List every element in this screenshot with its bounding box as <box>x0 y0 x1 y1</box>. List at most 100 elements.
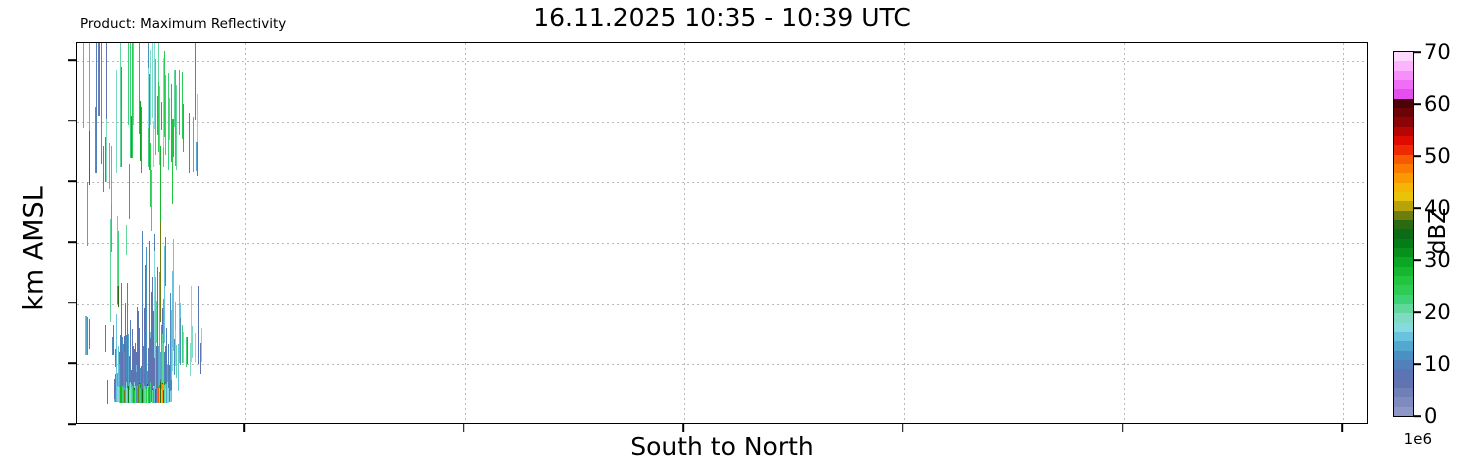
colorbar-segment <box>1394 368 1413 379</box>
y-axis-tick <box>68 241 76 243</box>
y-axis-tick <box>68 423 76 425</box>
colorbar-segment <box>1394 331 1413 342</box>
reflectivity-cell <box>117 215 119 286</box>
reflectivity-cell <box>167 343 169 403</box>
x-axis-label: South to North <box>630 432 814 461</box>
reflectivity-cell <box>199 343 201 374</box>
colorbar-segment <box>1394 163 1413 174</box>
reflectivity-cell <box>150 292 152 386</box>
reflectivity-cell <box>132 361 134 403</box>
reflectivity-cell <box>165 346 167 403</box>
reflectivity-cell <box>152 120 154 167</box>
reflectivity-cell <box>105 324 107 353</box>
reflectivity-cell <box>168 98 170 141</box>
reflectivity-cell <box>179 284 181 363</box>
reflectivity-cell <box>152 311 154 386</box>
reflectivity-cell <box>174 69 176 166</box>
colorbar-segment <box>1394 396 1413 407</box>
reflectivity-cell <box>159 85 161 166</box>
reflectivity-cell <box>130 115 132 159</box>
reflectivity-cell <box>96 43 98 174</box>
reflectivity-cell <box>160 388 162 404</box>
reflectivity-cell <box>168 378 170 403</box>
colorbar-segment <box>1394 60 1413 71</box>
reflectivity-cell <box>125 224 127 256</box>
reflectivity-cell <box>164 352 166 403</box>
reflectivity-cell <box>166 364 168 403</box>
reflectivity-cell <box>110 146 112 204</box>
reflectivity-cell <box>120 283 122 386</box>
colorbar-tick <box>1414 259 1421 261</box>
reflectivity-cell <box>169 389 171 403</box>
reflectivity-cell <box>148 91 150 168</box>
reflectivity-cell <box>131 383 133 404</box>
reflectivity-cell <box>113 324 115 356</box>
colorbar-tick-label: 60 <box>1424 92 1451 116</box>
reflectivity-cell <box>159 352 161 403</box>
reflectivity-cell <box>125 335 127 403</box>
reflectivity-cell <box>154 43 156 129</box>
reflectivity-cell <box>106 118 108 183</box>
reflectivity-cell <box>145 264 147 386</box>
reflectivity-cell <box>139 327 141 403</box>
reflectivity-cell <box>169 365 171 403</box>
colorbar-segment <box>1394 69 1413 80</box>
reflectivity-cell <box>164 245 166 344</box>
reflectivity-cell <box>149 240 151 386</box>
reflectivity-cell <box>180 317 182 365</box>
reflectivity-cell <box>173 69 175 128</box>
reflectivity-cell <box>133 350 135 386</box>
reflectivity-cell <box>127 43 129 125</box>
reflectivity-cell <box>147 348 149 386</box>
reflectivity-cell <box>165 237 167 286</box>
reflectivity-cell <box>172 271 174 348</box>
reflectivity-cell <box>193 116 195 173</box>
reflectivity-cell <box>123 351 125 386</box>
colorbar-segment <box>1394 107 1413 118</box>
y-axis-tick <box>68 120 76 122</box>
reflectivity-cell <box>89 43 91 131</box>
colorbar-tick-label: 20 <box>1424 300 1451 324</box>
reflectivity-cell <box>118 230 120 286</box>
reflectivity-cell <box>176 344 178 378</box>
reflectivity-cell <box>120 334 122 386</box>
colorbar-segment <box>1394 88 1413 99</box>
colorbar-segment <box>1394 237 1413 248</box>
reflectivity-cell <box>157 266 159 386</box>
colorbar-segment <box>1394 209 1413 220</box>
reflectivity-cell <box>141 106 143 174</box>
reflectivity-cell <box>171 118 173 204</box>
colorbar-unit-label: dBZ <box>1425 207 1451 255</box>
colorbar-segment <box>1394 116 1413 127</box>
chart-title: 16.11.2025 10:35 - 10:39 UTC <box>533 3 911 32</box>
reflectivity-cell <box>149 143 151 207</box>
reflectivity-cell <box>167 73 169 171</box>
plot-area <box>76 42 1368 424</box>
reflectivity-cell <box>102 146 104 192</box>
reflectivity-cell <box>118 346 120 403</box>
reflectivity-cell <box>121 366 123 403</box>
reflectivity-cell <box>135 364 137 403</box>
reflectivity-cell <box>156 383 158 404</box>
reflectivity-cell <box>89 130 91 186</box>
reflectivity-cell <box>121 67 123 107</box>
reflectivity-cell <box>116 386 118 403</box>
reflectivity-cell <box>122 350 124 386</box>
colorbar-segment <box>1394 219 1413 230</box>
reflectivity-cell <box>162 343 164 391</box>
reflectivity-cell <box>147 68 149 129</box>
reflectivity-cell <box>108 143 110 189</box>
reflectivity-data <box>77 43 1367 423</box>
reflectivity-cell <box>156 96 158 135</box>
reflectivity-cell <box>115 387 117 403</box>
colorbar-segment <box>1394 247 1413 258</box>
reflectivity-cell <box>133 43 135 125</box>
reflectivity-cell <box>166 383 168 404</box>
reflectivity-cell <box>114 349 116 368</box>
reflectivity-cell <box>134 349 135 403</box>
reflectivity-cell <box>86 317 88 356</box>
reflectivity-cell <box>141 230 143 386</box>
reflectivity-cell <box>151 376 153 403</box>
reflectivity-cell <box>150 382 152 404</box>
colorbar-segment <box>1394 321 1413 332</box>
